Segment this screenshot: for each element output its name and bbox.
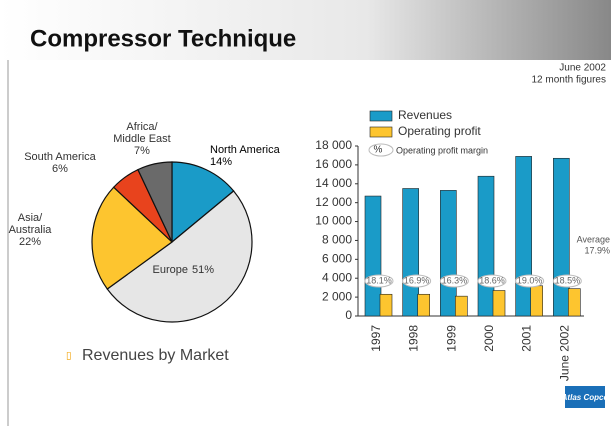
slice-value: 51%	[192, 264, 214, 276]
slice-value: 22%	[19, 236, 41, 248]
slice-label: Africa/Middle East	[113, 121, 170, 145]
y-tick-label: 2 000	[322, 289, 352, 303]
date: June 2002	[559, 63, 606, 74]
y-tick-label: 12 000	[315, 195, 352, 209]
annotation: 17.9%	[584, 245, 610, 255]
x-tick-label: 1998	[407, 325, 421, 352]
bar	[568, 289, 580, 316]
margin-label: 19.0%	[517, 275, 543, 285]
margin-label: 18.6%	[479, 275, 505, 285]
slice-value: 7%	[134, 145, 150, 157]
margin-label: 18.5%	[555, 275, 581, 285]
y-tick-label: 18 000	[315, 138, 352, 152]
bar	[455, 296, 467, 316]
bar	[440, 190, 456, 316]
title: Compressor Technique	[30, 25, 296, 52]
slice-label: Asia/Australia	[9, 212, 53, 236]
slice-label: South America	[24, 151, 96, 163]
period: 12 month figures	[532, 75, 607, 86]
x-tick-label: 2000	[482, 325, 496, 352]
x-tick-label: 1997	[369, 325, 383, 352]
slice-value: 6%	[52, 163, 68, 175]
bar	[531, 286, 543, 316]
y-tick-label: 0	[345, 308, 352, 322]
bar	[403, 189, 419, 317]
annotation: Average	[577, 234, 610, 244]
legend-label: Revenues	[398, 108, 452, 122]
bullet: ▯	[66, 351, 72, 362]
caption: Revenues by Market	[82, 347, 229, 364]
x-tick-label: 2001	[520, 325, 534, 352]
slide: Compressor Technique June 2002 12 month …	[0, 0, 611, 426]
legend-label: Operating profit	[398, 124, 481, 138]
margin-label: 16.3%	[442, 275, 468, 285]
margin-label: 18.1%	[366, 275, 392, 285]
bar	[553, 158, 569, 316]
slice-value: 14%	[210, 156, 232, 168]
bar	[478, 176, 494, 316]
legend-label: Operating profit margin	[396, 145, 488, 155]
bar	[516, 156, 532, 316]
y-tick-label: 6 000	[322, 252, 352, 266]
x-tick-label: June 2002	[557, 325, 571, 381]
y-tick-label: 16 000	[315, 157, 352, 171]
y-tick-label: 4 000	[322, 270, 352, 284]
x-tick-label: 1999	[444, 325, 458, 352]
bar	[493, 291, 505, 317]
legend-symbol: %	[374, 145, 383, 156]
y-tick-label: 10 000	[315, 214, 352, 228]
bar	[380, 294, 392, 316]
slice-label: North America	[210, 144, 281, 156]
bar	[365, 196, 381, 316]
bar	[418, 294, 430, 316]
y-tick-label: 8 000	[322, 233, 352, 247]
y-tick-label: 14 000	[315, 176, 352, 190]
legend-swatch	[370, 111, 392, 121]
logo: Atlas Copco	[561, 393, 609, 402]
legend-swatch	[370, 127, 392, 137]
margin-label: 16.9%	[404, 275, 430, 285]
slice-label: Europe	[153, 264, 188, 276]
